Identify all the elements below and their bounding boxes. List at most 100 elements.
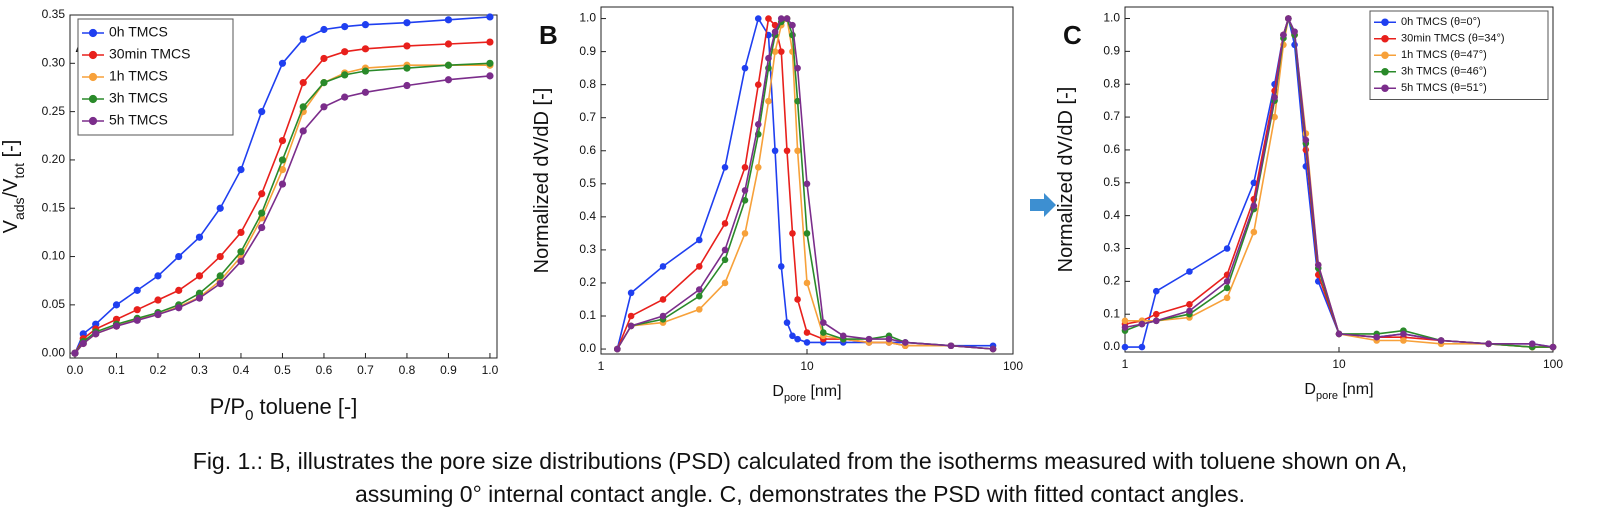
data-point xyxy=(777,263,785,270)
data-point xyxy=(154,296,162,304)
y-tick-label: 0.20 xyxy=(42,152,66,166)
legend-marker xyxy=(88,28,98,38)
legend-marker xyxy=(88,72,98,82)
data-point xyxy=(1138,343,1146,351)
data-point xyxy=(444,76,453,84)
data-point xyxy=(278,59,287,67)
data-point xyxy=(794,97,801,105)
data-point xyxy=(721,246,729,254)
data-point xyxy=(216,252,224,261)
data-point xyxy=(320,54,328,63)
data-point xyxy=(1152,310,1160,318)
y-tick-label: 0.15 xyxy=(42,200,66,214)
label-part: Normalized dV/dD [-] xyxy=(1055,87,1077,273)
axis-label: Vads/Vtot [-] xyxy=(0,140,26,234)
data-point xyxy=(1121,324,1129,331)
data-point xyxy=(1400,330,1407,338)
data-point xyxy=(721,279,729,287)
data-point xyxy=(278,156,287,164)
legend-marker xyxy=(1381,84,1389,93)
axis-label: Dpore [nm] xyxy=(1304,381,1373,402)
data-point xyxy=(403,19,411,27)
data-point xyxy=(320,79,328,87)
data-point xyxy=(403,81,411,90)
data-point xyxy=(320,25,328,34)
data-point xyxy=(865,335,873,343)
legend-marker xyxy=(1381,34,1389,43)
data-point xyxy=(133,286,141,294)
data-point xyxy=(403,42,411,50)
data-point xyxy=(175,252,183,261)
data-point xyxy=(361,67,370,75)
data-point xyxy=(299,35,307,43)
data-point xyxy=(1485,340,1492,348)
data-point xyxy=(754,81,762,88)
y-tick-label: 0.0 xyxy=(1103,339,1120,353)
subscript: tot xyxy=(11,163,27,179)
legend-marker xyxy=(1381,18,1389,27)
data-point xyxy=(741,187,749,194)
data-point xyxy=(1250,202,1258,210)
x-tick-label: 1.0 xyxy=(482,363,499,377)
data-point xyxy=(258,190,266,198)
data-point xyxy=(278,180,287,188)
caption-line: assuming 0° internal contact angle. C, d… xyxy=(355,481,1245,507)
data-point xyxy=(765,54,772,62)
data-point xyxy=(195,272,204,280)
data-point xyxy=(721,220,729,227)
y-tick-label: 0.9 xyxy=(579,44,596,58)
data-point xyxy=(1437,337,1445,344)
y-tick-label: 0.05 xyxy=(42,297,66,311)
data-point xyxy=(486,38,494,46)
data-point xyxy=(237,257,245,265)
data-point xyxy=(341,93,349,101)
data-point xyxy=(789,332,796,340)
data-point xyxy=(1528,340,1536,348)
data-point xyxy=(695,263,703,270)
data-point xyxy=(695,306,703,313)
subscript: pore xyxy=(1316,390,1338,402)
data-point xyxy=(989,345,997,353)
subscript: 0 xyxy=(245,407,253,424)
axis-label: Normalized dV/dD [-] xyxy=(1055,87,1077,273)
data-point xyxy=(765,15,772,22)
x-tick-label: 0.0 xyxy=(67,363,84,377)
y-tick-label: 0.6 xyxy=(1103,142,1120,156)
legend-label: 0h TMCS (θ=0°) xyxy=(1401,16,1481,28)
data-point xyxy=(1121,317,1129,325)
data-point xyxy=(154,272,162,280)
data-point xyxy=(803,180,811,188)
x-tick-label: 1 xyxy=(1122,357,1129,371)
data-point xyxy=(1250,179,1258,187)
y-tick-label: 0.4 xyxy=(579,209,596,223)
data-point xyxy=(444,16,453,24)
legend-marker xyxy=(88,94,98,104)
data-point xyxy=(1250,228,1258,236)
data-point xyxy=(1186,307,1193,315)
data-point xyxy=(1400,337,1407,344)
x-tick-label: 0.6 xyxy=(316,363,333,377)
data-point xyxy=(794,335,801,343)
data-point xyxy=(1285,15,1292,22)
y-tick-label: 0.35 xyxy=(42,7,66,21)
y-tick-label: 0.00 xyxy=(42,345,66,359)
data-point xyxy=(885,335,893,343)
x-tick-label: 0.2 xyxy=(150,363,167,377)
data-point xyxy=(1314,261,1322,269)
legend-marker xyxy=(1381,67,1389,76)
data-point xyxy=(320,103,328,111)
legend-label: 30min TMCS xyxy=(109,46,190,62)
data-point xyxy=(741,230,749,237)
data-point xyxy=(299,127,307,135)
data-point xyxy=(659,263,667,270)
legend-label: 3h TMCS (θ=46°) xyxy=(1401,66,1487,78)
x-tick-label: 0.4 xyxy=(233,363,250,377)
data-point xyxy=(92,330,100,338)
panel-label: C xyxy=(1063,20,1082,50)
data-point xyxy=(803,339,811,346)
legend-label: 1h TMCS (θ=47°) xyxy=(1401,49,1487,61)
data-point xyxy=(1138,320,1146,328)
data-point xyxy=(79,339,87,348)
